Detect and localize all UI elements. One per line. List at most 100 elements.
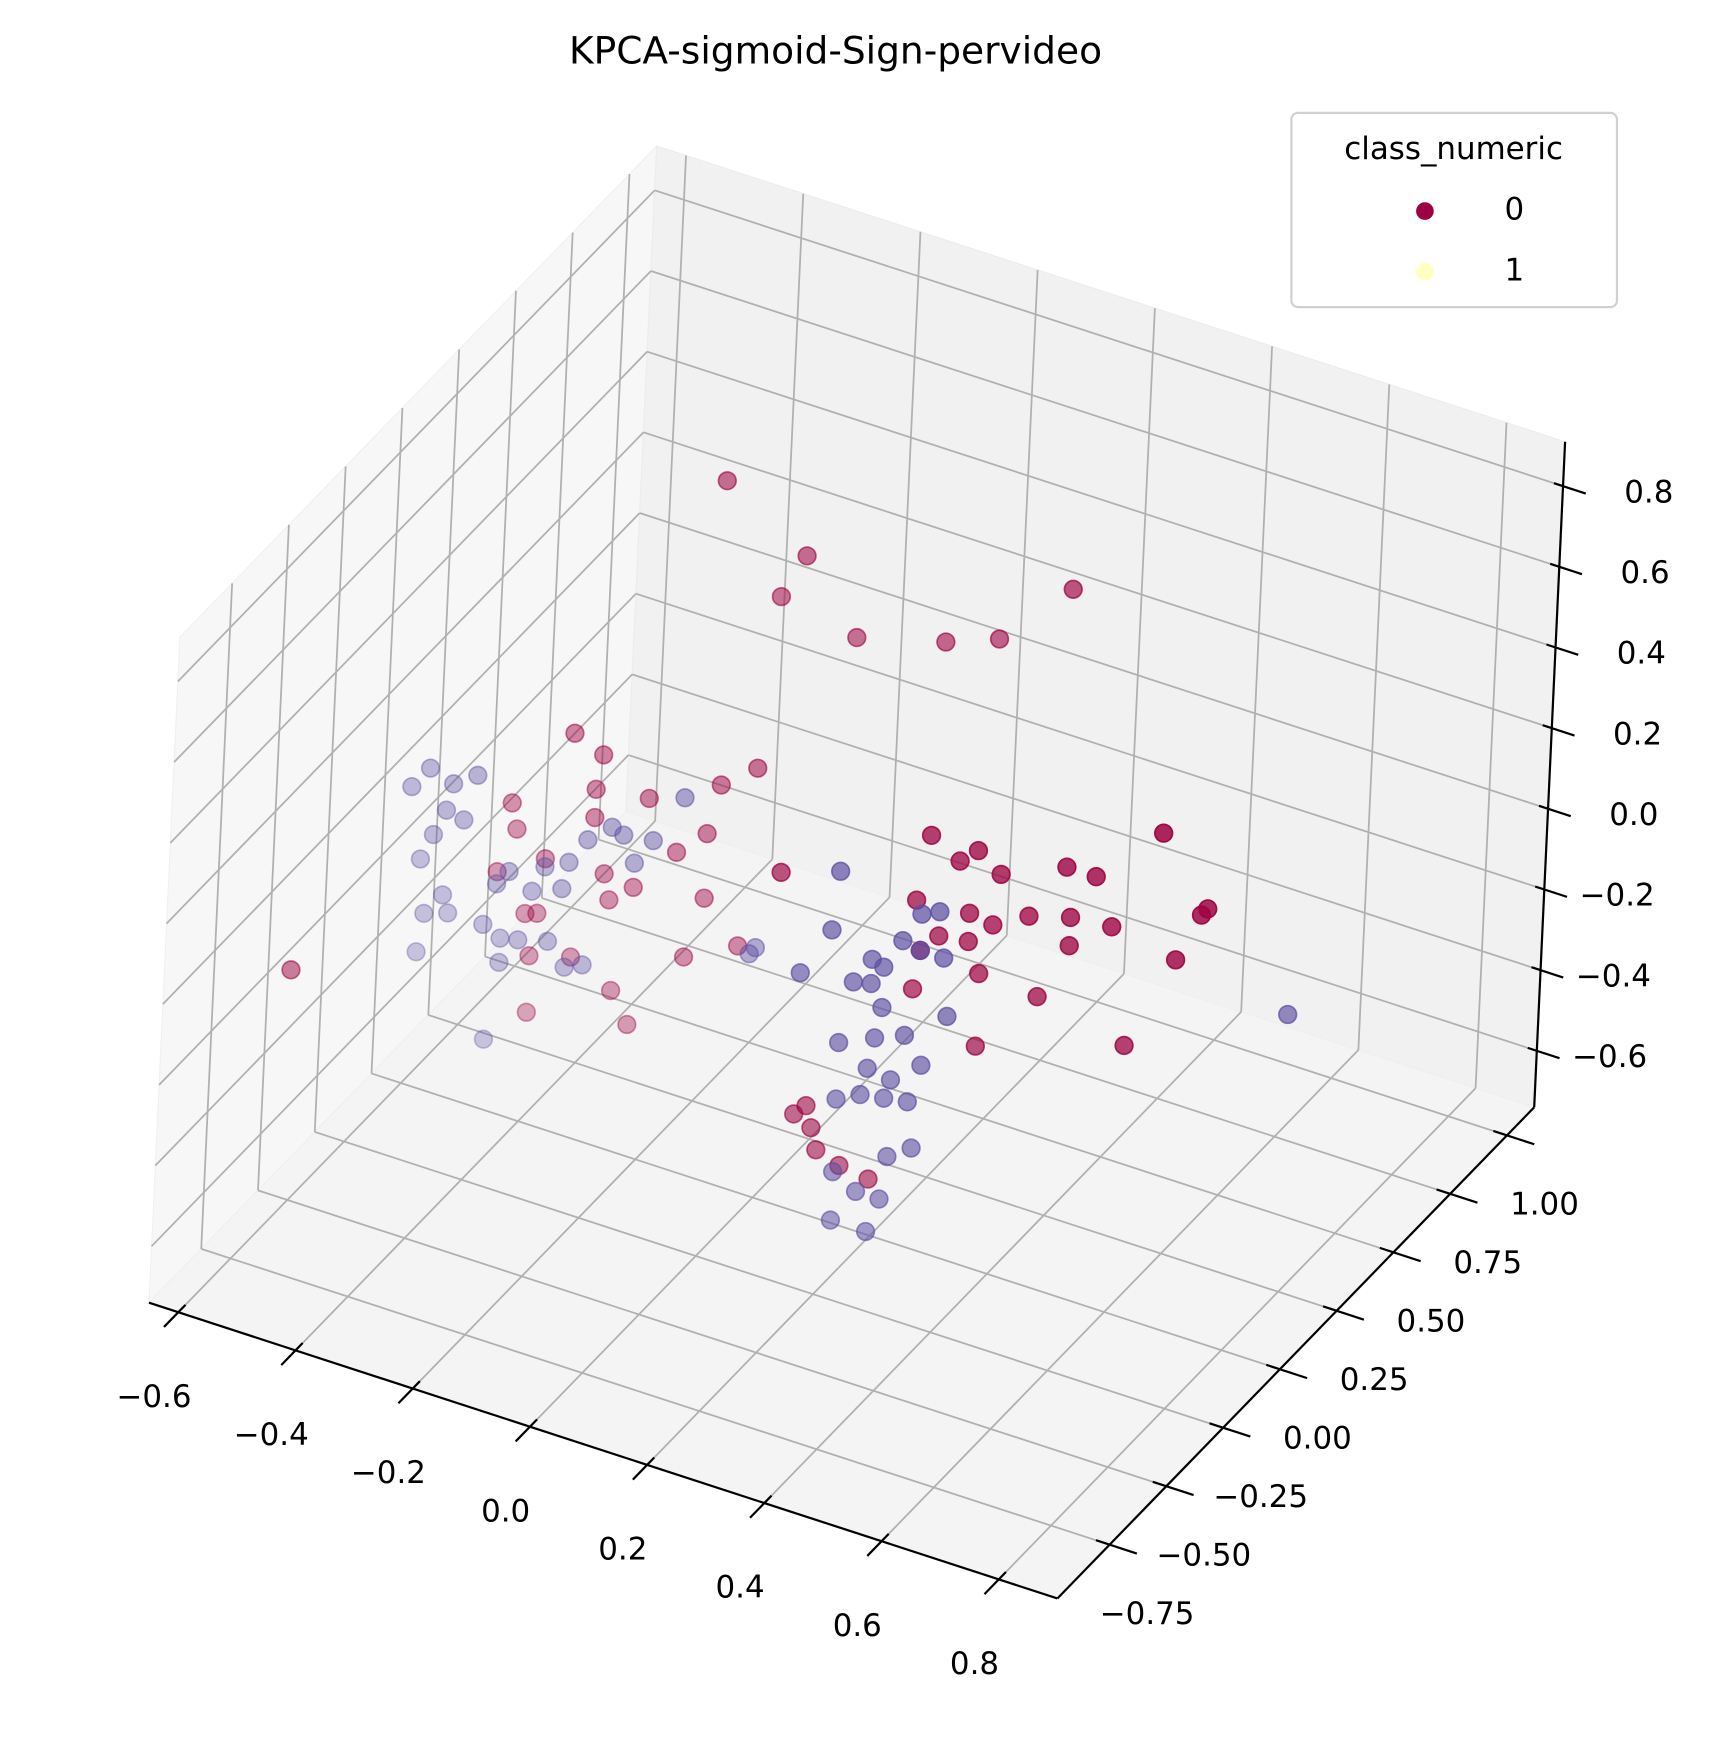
point [410,849,431,869]
point [965,1036,985,1056]
point [486,874,507,894]
point [585,807,605,828]
z-tick-label: 0.4 [1617,636,1666,672]
grid-line [643,431,1553,729]
point [796,1095,816,1116]
point [959,903,980,923]
y-tick-label: 0.50 [1397,1303,1466,1339]
point [414,903,434,924]
point [423,824,444,845]
point [1191,905,1212,925]
x-tick [514,1418,538,1443]
grid [150,155,1564,1580]
x-tick-label: 0.6 [833,1608,882,1644]
z-axis [1533,441,1567,1108]
point [639,788,659,809]
point [454,810,474,830]
grid-line [888,231,922,898]
grid-line [177,820,656,1313]
grid-line [529,934,1008,1428]
point [864,1028,885,1048]
y-tick [1322,1305,1365,1321]
grid-line [540,232,574,899]
point [578,830,598,850]
point [594,864,614,884]
point [880,1070,901,1090]
z-tick [1549,562,1583,576]
grid-line [1123,308,1156,974]
y-tick-label: −0.75 [1100,1596,1195,1632]
point [828,1032,849,1053]
panes [147,144,1566,1600]
x-tick [749,1494,773,1519]
x-tick-label: −0.4 [234,1417,309,1453]
point [600,980,621,1001]
point [473,914,493,935]
point [790,963,810,983]
point [614,825,634,845]
grid-line [484,290,517,957]
point [820,1210,841,1230]
z-tick-label: −0.4 [1576,958,1651,994]
point [711,775,731,795]
grid-line [654,155,687,822]
x-tick-label: 0.0 [481,1493,530,1529]
point [406,942,426,962]
grid-line [763,1011,1242,1504]
point [717,471,737,491]
point [921,825,942,846]
point [489,952,509,973]
point [930,902,950,922]
point [565,723,585,743]
point [911,1055,931,1075]
point [797,546,817,566]
legend-title: class_numeric [1344,131,1563,167]
y-tick-label: −0.50 [1157,1537,1252,1573]
point [934,948,954,968]
grid-line [173,270,652,763]
point [1063,579,1083,599]
point [739,944,759,964]
point [673,947,694,967]
points [281,471,1298,1242]
point [910,940,930,961]
y-axis [1056,1106,1535,1600]
legend-marker [1416,202,1434,220]
point [1165,950,1186,970]
grid-line [1005,269,1039,936]
grid-line [771,193,805,860]
point [822,920,842,940]
point [468,765,488,785]
x-tick-label: 0.2 [598,1531,647,1567]
z-tick [1531,966,1564,979]
point [991,864,1011,885]
y-tick-label: −0.25 [1213,1479,1308,1515]
axes: −0.6 −0.4 −0.2 0.0 0.2 0.4 0.6 0.8 −0.75 −0.50 −0.… [117,441,1673,1682]
legend-marker [1416,262,1434,281]
x-tick-label: −0.2 [351,1455,426,1491]
point [437,903,458,923]
point [771,862,791,883]
chart-title: KPCA-sigmoid-Sign-pervideo [569,29,1102,73]
point [983,915,1003,935]
point [937,1006,957,1027]
point [281,960,301,980]
grid-line [257,524,290,1191]
z-tick-label: 0.0 [1609,797,1658,833]
point [1057,857,1077,877]
x-tick-label: 0.4 [716,1570,765,1606]
grid-line [294,858,773,1351]
point [624,853,645,873]
y-tick [1209,1422,1251,1438]
z-tick-label: −0.2 [1580,878,1655,914]
grid-line [1357,384,1391,1051]
z-tick-label: −0.6 [1572,1039,1647,1075]
x-tick [163,1304,187,1328]
point [1102,917,1122,937]
point [599,890,619,910]
legend-label: 0 [1504,192,1524,228]
y-tick [1436,1188,1478,1204]
z-tick [1538,804,1572,818]
point [502,793,522,813]
point [1154,823,1174,843]
